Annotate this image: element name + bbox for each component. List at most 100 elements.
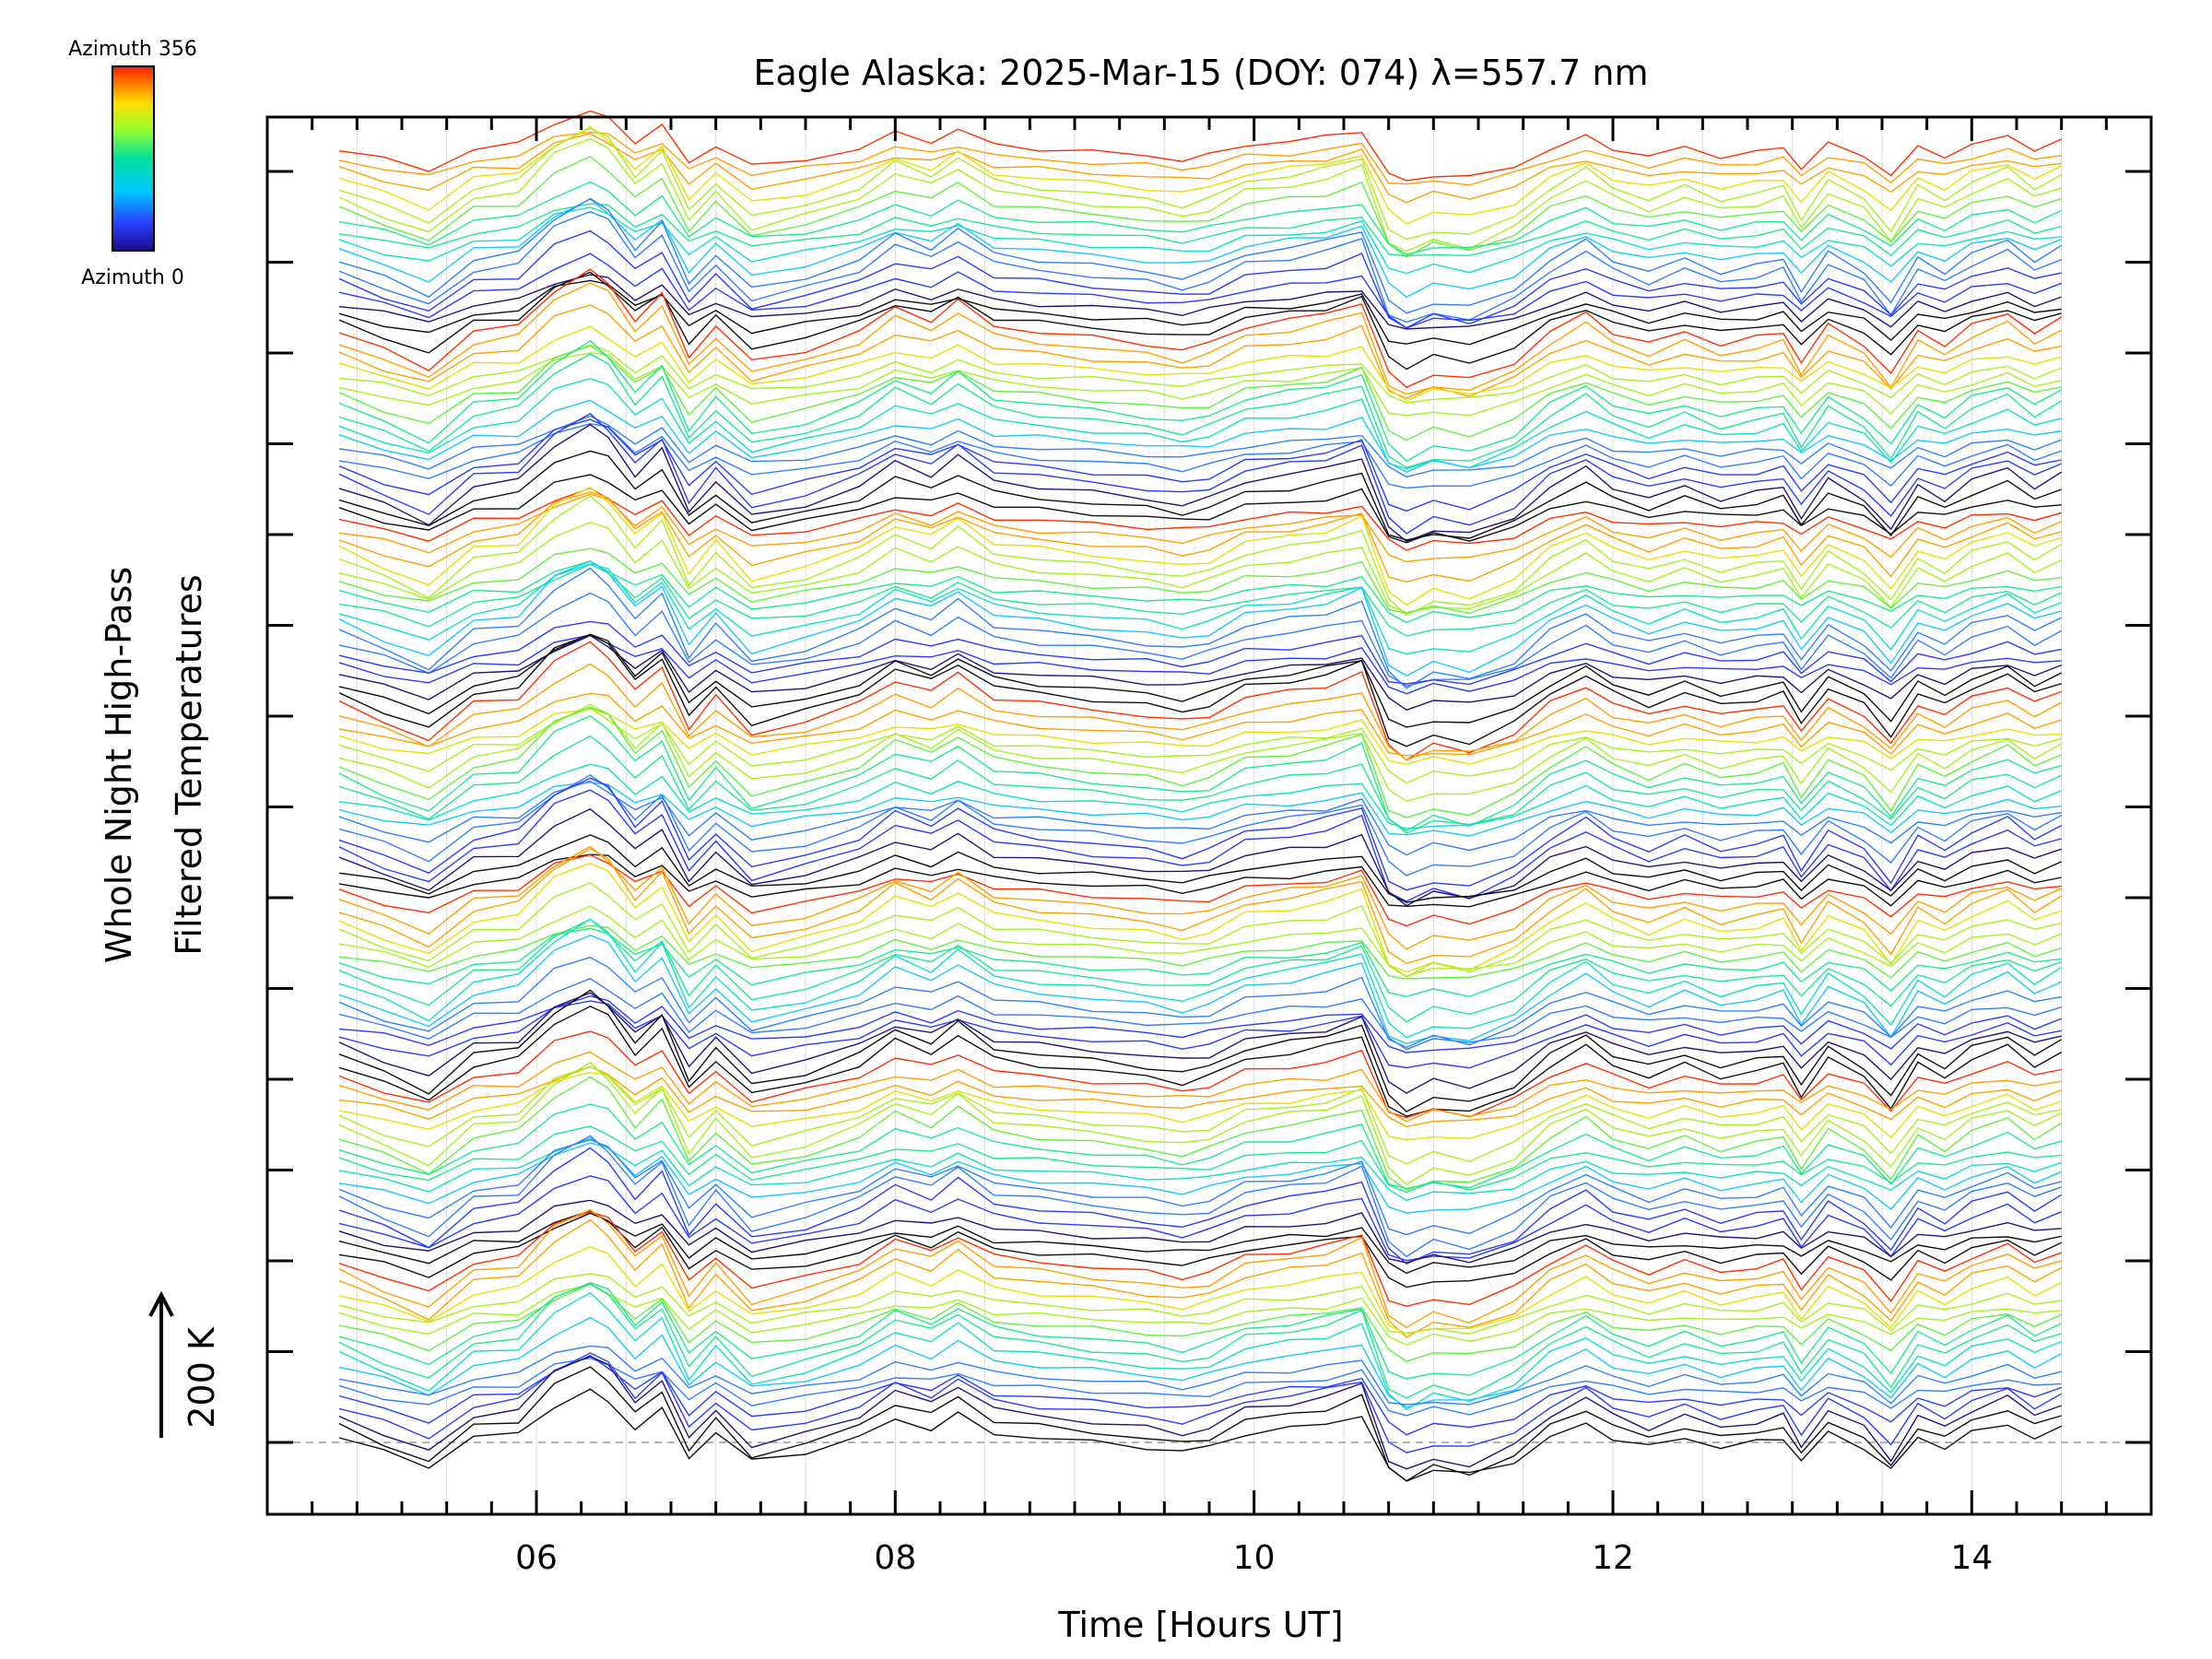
- series-line: [338, 918, 2062, 1023]
- chart-title: Eagle Alaska: 2025-Mar-15 (DOY: 074) λ=5…: [753, 53, 1648, 93]
- series-line: [338, 521, 2062, 614]
- series-line: [338, 782, 2062, 837]
- series-line: [338, 905, 2062, 978]
- series-line: [338, 1246, 2063, 1335]
- series-line: [338, 412, 2062, 535]
- x-axis-label: Time [Hours UT]: [1057, 1605, 1343, 1645]
- series-line: [338, 834, 2062, 903]
- series-line: [338, 633, 2063, 728]
- series-line: [338, 714, 2062, 832]
- y-axis-label-line1: Whole Night High-Pass: [99, 567, 139, 963]
- series-line: [338, 1283, 2062, 1362]
- series-line: [338, 1273, 2062, 1335]
- series-line: [338, 1175, 2062, 1262]
- x-axis-tick-labels: 06 08 10 12 14: [515, 1539, 1993, 1577]
- series-line: [338, 279, 2062, 346]
- series-layer: [338, 110, 2063, 1482]
- series-line: [338, 853, 2062, 908]
- series-line: [338, 633, 2062, 747]
- series-line: [338, 562, 2062, 655]
- series-line: [338, 1138, 2062, 1236]
- series-line: [338, 882, 2062, 978]
- series-line: [338, 853, 2062, 927]
- series-line: [338, 1103, 2062, 1190]
- series-line: [338, 547, 2062, 615]
- series-line: [338, 1356, 2062, 1470]
- series-line: [338, 415, 2062, 478]
- series-line: [338, 352, 2062, 417]
- series-line: [338, 229, 2062, 329]
- series-line: [338, 1065, 2062, 1165]
- series-line: [338, 1352, 2063, 1453]
- series-line: [338, 1316, 2063, 1408]
- series-line: [338, 1142, 2062, 1214]
- series-line: [338, 927, 2062, 997]
- series-line: [338, 271, 2062, 371]
- series-line: [338, 924, 2062, 980]
- series-line: [338, 641, 2062, 761]
- series-line: [338, 1208, 2062, 1329]
- series-line: [338, 133, 2062, 204]
- series-line: [338, 1345, 2062, 1406]
- series-line: [338, 339, 2063, 463]
- y-axis-ticks: [267, 170, 2151, 1444]
- series-line: [338, 345, 2062, 441]
- series-line: [338, 1212, 2062, 1288]
- series-line: [338, 131, 2062, 186]
- series-line: [338, 620, 2062, 686]
- x-tick-label: 08: [874, 1539, 916, 1577]
- series-line: [338, 1051, 2062, 1123]
- colorbar-bottom-label: Azimuth 0: [81, 266, 184, 289]
- series-line: [338, 992, 2062, 1094]
- series-line: [338, 181, 2062, 255]
- series-line: [338, 1211, 2062, 1307]
- series-line: [338, 1354, 2062, 1436]
- series-line: [338, 708, 2062, 765]
- series-line: [338, 563, 2062, 637]
- series-line: [338, 634, 2062, 695]
- series-line: [338, 706, 2062, 818]
- series-line: [338, 1366, 2062, 1482]
- series-line: [338, 1209, 2062, 1275]
- series-line: [338, 1065, 2062, 1128]
- series-line: [338, 634, 2062, 712]
- colorbar-top-label: Azimuth 356: [68, 38, 197, 61]
- series-line: [338, 1283, 2062, 1346]
- series-line: [338, 1147, 2063, 1265]
- series-line: [338, 423, 2063, 543]
- series-line: [338, 210, 2062, 324]
- series-line: [338, 777, 2063, 891]
- series-line: [338, 125, 2063, 225]
- series-line: [338, 418, 2062, 512]
- azimuth-colorbar: Azimuth 356 Azimuth 0: [68, 38, 197, 289]
- series-line: [338, 957, 2062, 1049]
- series-line: [338, 399, 2062, 474]
- y-axis-label-line2: Filtered Temperatures: [169, 574, 209, 955]
- series-line: [338, 560, 2062, 677]
- scale-bar-arrow-head: [148, 1290, 174, 1317]
- series-line: [338, 127, 2063, 241]
- series-line: [338, 378, 2062, 470]
- series-line: [338, 807, 2062, 907]
- series-line: [338, 592, 2063, 687]
- series-line: [338, 703, 2063, 803]
- series-line: [338, 1125, 2062, 1194]
- x-axis-ticks: [265, 117, 2153, 1514]
- scale-bar-label: 200 K: [182, 1326, 222, 1429]
- series-line: [338, 450, 2062, 541]
- series-line: [338, 1282, 2063, 1380]
- series-line: [338, 862, 2062, 973]
- series-line: [338, 1357, 2062, 1417]
- x-tick-label: 06: [515, 1539, 558, 1577]
- series-line: [338, 1137, 2062, 1202]
- series-line: [338, 918, 2063, 1039]
- series-line: [338, 994, 2062, 1053]
- series-line: [338, 707, 2062, 784]
- series-line: [338, 253, 2062, 329]
- series-line: [338, 1061, 2062, 1186]
- series-line: [338, 344, 2062, 404]
- series-line: [338, 493, 2062, 563]
- series-line: [338, 268, 2063, 389]
- series-line: [338, 1076, 2063, 1191]
